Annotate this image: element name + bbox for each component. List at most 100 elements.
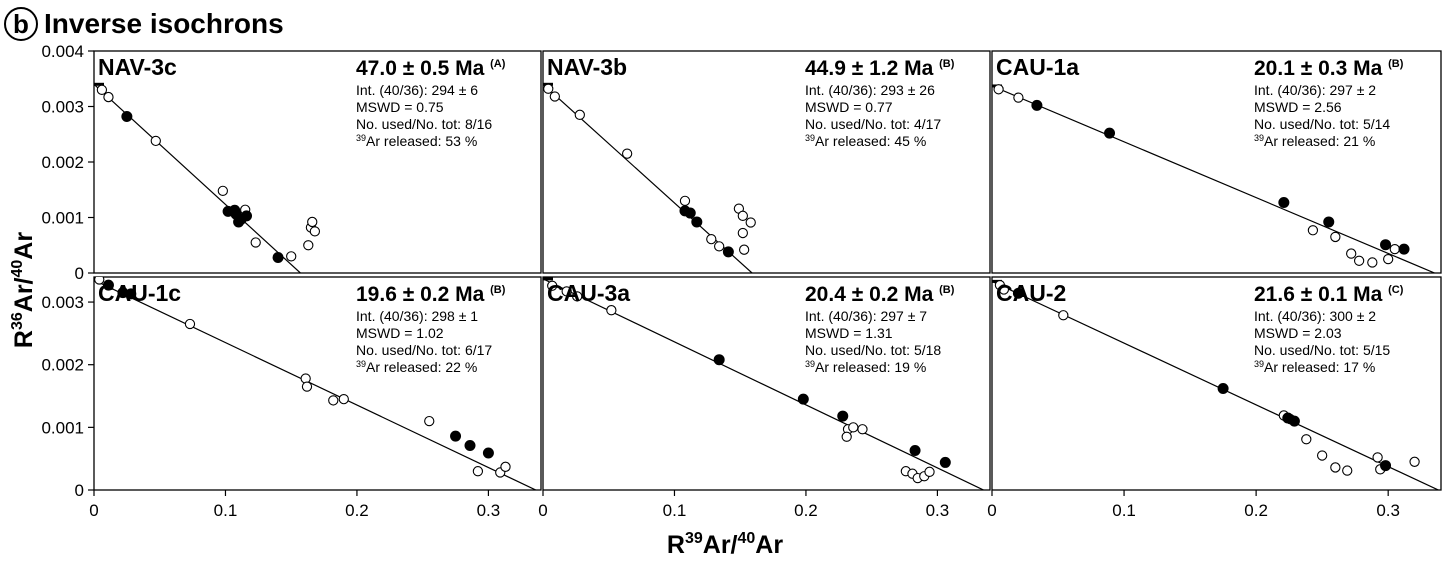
data-point-not-used — [739, 244, 750, 255]
y-tick-label: 0.001 — [41, 418, 84, 437]
data-point-not-used — [150, 135, 161, 147]
age-label: 44.9 ± 1.2 Ma (B) — [805, 57, 955, 80]
age-reference: (A) — [490, 58, 506, 70]
age-label: 20.4 ± 0.2 Ma (B) — [805, 283, 955, 306]
data-point-used — [939, 456, 951, 468]
data-point-not-used — [679, 195, 691, 206]
data-point-not-used — [1330, 462, 1341, 473]
data-point-not-used — [1383, 253, 1394, 265]
data-point-not-used — [1301, 434, 1312, 445]
panel-frame — [991, 50, 1442, 274]
data-point-not-used — [1307, 225, 1319, 236]
data-point-used — [241, 210, 253, 222]
data-point-used — [1323, 216, 1335, 228]
data-point-used — [1104, 127, 1116, 139]
released-superscript: 39 — [1254, 359, 1264, 369]
released-line: 39Ar released: 17 % — [1254, 359, 1375, 375]
stat-line: MSWD = 1.02 — [356, 325, 444, 341]
data-point-used — [482, 447, 494, 459]
data-point-not-used — [184, 318, 196, 330]
x-tick-label: 0.1 — [1112, 501, 1136, 520]
released-line: 39Ar released: 19 % — [805, 359, 926, 375]
data-point-not-used — [1058, 310, 1069, 321]
data-point-not-used — [103, 91, 114, 103]
data-point-used — [233, 216, 245, 228]
data-point-not-used — [572, 291, 583, 302]
released-text: Ar released: 19 % — [815, 359, 926, 375]
data-point-not-used — [737, 227, 748, 239]
data-point-used — [909, 445, 921, 457]
y-tick-label: 0.002 — [41, 356, 84, 375]
released-superscript: 39 — [805, 133, 815, 143]
data-point-not-used — [338, 394, 349, 405]
age-reference: (B) — [1388, 58, 1404, 70]
data-point-not-used — [543, 83, 554, 94]
data-point-not-used — [424, 415, 435, 427]
x-tick-label: 0.1 — [663, 501, 687, 520]
panel-frame — [542, 50, 991, 274]
data-point-not-used — [998, 284, 1010, 295]
data-point-not-used — [472, 466, 484, 477]
x-tick-label: 0 — [89, 501, 98, 520]
panels-group: NAV-3c 47.0 ± 0.5 Ma (A) Int. (40/36): 294… — [41, 42, 1442, 520]
data-point-not-used — [993, 84, 1004, 95]
panel-cau-3a: CAU-3a 20.4 ± 0.2 Ma (B) Int. (40/36): 297… — [538, 276, 991, 520]
y-tick-label: 0.002 — [41, 153, 84, 172]
x-tick-label: 0.2 — [794, 501, 818, 520]
data-point-not-used — [307, 216, 318, 228]
data-point-not-used — [328, 395, 339, 406]
data-point-not-used — [924, 466, 935, 477]
data-point-not-used — [303, 240, 314, 251]
data-point-not-used — [1013, 92, 1024, 103]
data-point-used — [1380, 239, 1392, 251]
stat-line: MSWD = 2.03 — [1254, 325, 1342, 341]
stat-line: No. used/No. tot: 6/17 — [356, 342, 492, 358]
sample-label: CAU-3a — [547, 280, 630, 306]
stat-line: Int. (40/36): 297 ± 2 — [1254, 82, 1376, 98]
data-point-not-used — [1389, 243, 1400, 255]
data-point-not-used — [500, 461, 511, 472]
stat-line: Int. (40/36): 300 ± 2 — [1254, 308, 1376, 324]
age-label: 21.6 ± 0.1 Ma (C) — [1254, 283, 1404, 306]
panel-nav-3b: NAV-3b 44.9 ± 1.2 Ma (B) Int. (40/36): 293… — [542, 50, 991, 274]
x-tick-label: 0.1 — [214, 501, 238, 520]
panel-cau-1c: CAU-1c 19.6 ± 0.2 Ma (B) Int. (40/36): 298… — [41, 276, 542, 520]
age-value: 47.0 ± 0.5 Ma — [356, 57, 490, 80]
data-point-not-used — [217, 185, 228, 197]
age-value: 20.1 ± 0.3 Ma — [1254, 57, 1388, 80]
age-reference: (C) — [1388, 284, 1404, 296]
data-point-used — [229, 204, 241, 216]
age-value: 21.6 ± 0.1 Ma — [1254, 283, 1388, 306]
data-point-used — [121, 110, 133, 122]
data-point-used — [1278, 197, 1290, 209]
released-line: 39Ar released: 45 % — [805, 133, 926, 149]
data-point-used — [1031, 99, 1043, 111]
panel-cau-2: CAU-2 21.6 ± 0.1 Ma (C) Int. (40/36): 300 … — [987, 276, 1442, 520]
data-point-not-used — [1342, 465, 1353, 476]
panel-frame — [991, 276, 1442, 491]
age-label: 19.6 ± 0.2 Ma (B) — [356, 283, 506, 306]
data-point-used — [464, 440, 476, 452]
data-point-not-used — [547, 280, 558, 291]
data-point-used — [837, 410, 849, 422]
data-point-used — [125, 288, 137, 300]
data-point-not-used — [561, 286, 572, 297]
data-point-used — [691, 216, 703, 228]
figure-title: Inverse isochrons — [44, 8, 284, 39]
data-point-not-used — [848, 422, 859, 433]
data-point-not-used — [1346, 248, 1357, 259]
stat-line: MSWD = 0.77 — [805, 99, 893, 115]
data-point-used — [722, 246, 734, 258]
data-point-not-used — [621, 148, 633, 159]
released-line: 39Ar released: 53 % — [356, 133, 477, 149]
age-reference: (B) — [490, 284, 506, 296]
released-superscript: 39 — [805, 359, 815, 369]
stat-line: Int. (40/36): 298 ± 1 — [356, 308, 478, 324]
released-superscript: 39 — [356, 359, 366, 369]
figure-title-row: b Inverse isochrons — [4, 4, 284, 44]
panel-cau-1a: CAU-1a 20.1 ± 0.3 Ma (B) Int. (40/36): 297… — [991, 50, 1442, 274]
data-point-not-used — [94, 277, 105, 285]
data-point-used — [1380, 460, 1392, 472]
y-tick-label: 0.001 — [41, 209, 84, 228]
data-point-not-used — [574, 109, 585, 120]
